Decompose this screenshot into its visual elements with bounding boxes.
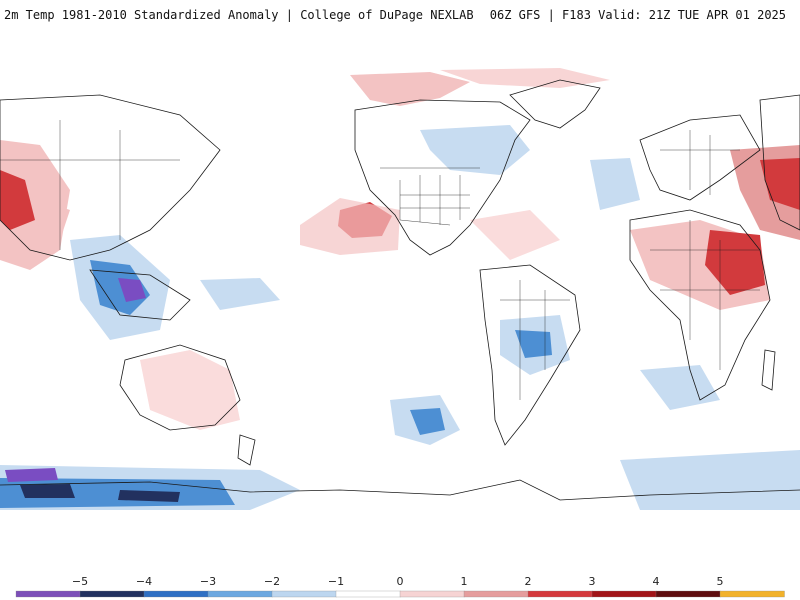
colorbar: −5 −4 −3 −2 −1 0 1 2 3 4 5: [15, 575, 785, 598]
atlantic-warm-patch: [470, 210, 560, 260]
colorbar-swatch: [143, 590, 209, 598]
colorbar-tick-label: −2: [264, 575, 280, 588]
colorbar-tick-label: 1: [461, 575, 468, 588]
coast-asia-east: [759, 94, 800, 231]
atlantic-cool-patch: [590, 158, 640, 210]
colorbar-tick-label: 3: [589, 575, 596, 588]
colorbar-tick-labels: −5 −4 −3 −2 −1 0 1 2 3 4 5: [72, 575, 724, 588]
model-run-info: 06Z GFS | F183 Valid: 21Z TUE APR 01 202…: [489, 8, 786, 22]
australia-warm: [140, 350, 240, 430]
colorbar-tick-label: 5: [717, 575, 724, 588]
colorbar-tick-label: −4: [136, 575, 152, 588]
pacific-warm-halo: [300, 198, 400, 255]
africa-borders: [650, 220, 760, 370]
antarctic-dark-cool: [20, 484, 75, 498]
europe-borders: [660, 130, 740, 195]
coast-asia: [0, 94, 221, 261]
colorbar-swatch: [591, 590, 657, 598]
us-mexico-border: [399, 219, 451, 226]
coast-africa: [629, 209, 771, 401]
south-america-strong-cool: [515, 330, 552, 358]
colorbar-tick-label: 0: [397, 575, 404, 588]
colorbar-swatch: [271, 590, 337, 598]
coast-new-zealand: [237, 434, 256, 466]
antarctic-extreme-cool: [5, 468, 58, 482]
colorbar-tick-label: 4: [653, 575, 660, 588]
greenland-warm-patch: [440, 68, 610, 88]
asia-borders: [0, 120, 180, 250]
asia-warm-core: [0, 170, 35, 230]
colorbar-tick-label: −1: [328, 575, 344, 588]
colorbar-tick-label: 2: [525, 575, 532, 588]
southern-ocean-cool: [620, 450, 800, 510]
colorbar-swatch: [207, 590, 273, 598]
coast-madagascar: [761, 349, 776, 391]
coast-south-america: [479, 264, 581, 446]
colorbar-swatch: [655, 590, 721, 598]
coast-europe: [639, 114, 761, 201]
coast-antarctica: [0, 479, 800, 501]
colorbar-tick-label: −5: [72, 575, 88, 588]
arctic-warm-patch: [350, 72, 470, 106]
colorbar-swatch: [719, 590, 785, 598]
header-bar: 2m Temp 1981-2010 Standardized Anomaly |…: [0, 0, 800, 40]
equatorial-cool-band: [200, 278, 280, 310]
coastlines: [0, 79, 800, 501]
coast-north-america: [354, 99, 531, 256]
south-america-borders: [500, 280, 570, 400]
colorbar-swatch: [399, 590, 465, 598]
coast-australia: [119, 344, 241, 431]
colorbar-swatch: [527, 590, 593, 598]
map-title: 2m Temp 1981-2010 Standardized Anomaly |…: [4, 8, 474, 22]
colorbar-tick-label: −3: [200, 575, 216, 588]
colorbar-swatch: [463, 590, 529, 598]
colorbar-swatch: [79, 590, 145, 598]
colorbar-swatches: [15, 590, 785, 598]
mideast-warm-core: [760, 158, 800, 210]
colorbar-swatch: [15, 590, 81, 598]
canada-cool-patch: [420, 125, 530, 175]
antarctic-dark-cool-2: [118, 490, 180, 502]
us-states: [399, 175, 470, 225]
colorbar-swatch: [335, 590, 401, 598]
maritime-extreme-cool: [118, 278, 146, 302]
south-atlantic-strong-cool: [410, 408, 445, 435]
india-warm-speck: [38, 200, 70, 240]
anomaly-map: [0, 40, 800, 530]
boundaries: [0, 120, 760, 400]
coast-maritime: [89, 269, 191, 321]
coast-greenland: [509, 79, 601, 129]
